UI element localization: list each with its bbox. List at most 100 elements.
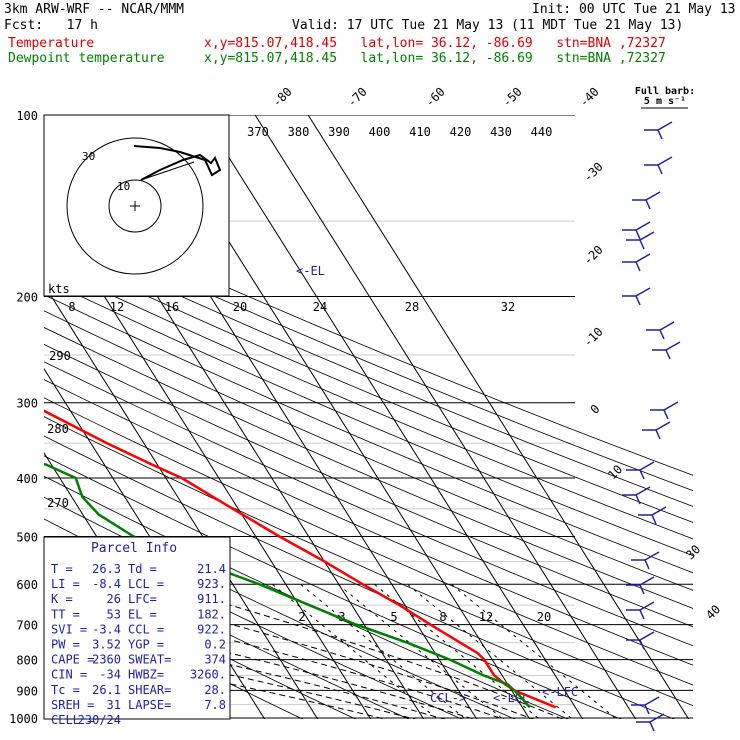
wind-barb-staff	[639, 461, 655, 471]
wind-barb-flag	[645, 199, 651, 210]
mixing-ratio-12	[406, 583, 572, 719]
wind-barb-staff	[639, 601, 655, 611]
dry-adiabat-380	[44, 327, 693, 609]
mixing-ratio-label-8: 8	[439, 610, 446, 624]
theta-label-380: 380	[288, 125, 310, 139]
wind-speed-label-20: 20	[233, 300, 247, 314]
parcel-key-2: HWBZ=	[128, 668, 164, 682]
wind-barb-staff	[659, 321, 675, 331]
parcel-key-1: Tc =	[51, 683, 80, 697]
dry-adiabat-450	[44, 218, 693, 492]
dry-adiabat-420	[44, 263, 693, 540]
ccl-label: CCL->	[430, 691, 466, 705]
parcel-key-1: TT =	[51, 607, 80, 621]
wind-barb	[644, 156, 673, 175]
theta-label-410: 410	[409, 125, 431, 139]
wind-barb-flag	[639, 609, 645, 620]
barb-legend-title: Full barb:	[635, 86, 695, 97]
wind-barb-flag	[665, 349, 671, 360]
moist-adiabat-10	[44, 623, 446, 719]
wind-barb-staff	[645, 191, 661, 201]
parcel-key-2: CCL =	[128, 622, 164, 636]
wind-speed-label-28: 28	[405, 300, 419, 314]
parcel-value-1: 230/24	[78, 713, 121, 727]
forecast-hour: Fcst: 17 h	[4, 18, 98, 33]
wind-barb-flag	[644, 559, 650, 570]
hodograph-units: kts	[48, 282, 70, 296]
pressure-label-1000: 1000	[9, 712, 38, 726]
parcel-key-2: EL =	[128, 607, 157, 621]
isotherm-label-40: 40	[703, 602, 723, 622]
parcel-key-1: LI =	[51, 577, 80, 591]
dry-adiabat-320	[44, 435, 675, 719]
wind-barb-staff	[657, 156, 673, 166]
parcel-value-2: 0.2	[204, 638, 226, 652]
isotherm-label--50: -50	[500, 85, 525, 110]
parcel-value-2: 28.	[204, 683, 226, 697]
parcel-value-1: 26.1	[92, 683, 121, 697]
dry-adiabat-340	[44, 397, 693, 686]
parcel-value-2: 911.	[197, 592, 226, 606]
wind-barb-flag	[655, 429, 661, 440]
hodograph-ring-30	[66, 137, 204, 275]
wind-barb	[644, 121, 673, 140]
wind-barb-flag	[635, 494, 641, 505]
wind-barb	[626, 461, 655, 480]
moist-adiabat-15	[44, 609, 476, 719]
dry-adiabat-430	[44, 247, 693, 523]
parcel-value-2: 374	[204, 653, 226, 667]
legend-temperature-location: x,y=815.07,418.45 lat,lon= 36.12, -86.69…	[204, 36, 666, 51]
wind-barb-staff	[639, 576, 655, 586]
dry-adiabat-460	[44, 204, 693, 476]
wind-speed-label-8: 8	[68, 300, 75, 314]
mixing-ratio-label-12: 12	[479, 610, 493, 624]
wind-barb-staff	[663, 401, 679, 411]
wind-barb-staff	[635, 221, 651, 231]
parcel-key-1: CIN =	[51, 668, 87, 682]
wind-barb-staff	[639, 231, 655, 241]
wind-barb	[626, 576, 655, 595]
wind-barb-staff	[644, 696, 660, 706]
theta-label-440: 440	[531, 125, 553, 139]
parcel-value-1: 53	[107, 607, 121, 621]
hodograph-ring-label-10: 10	[117, 180, 130, 193]
dry-adiabat-310	[44, 455, 622, 719]
lfc-label: <-LFC	[542, 685, 578, 699]
hodograph-ring-10	[108, 179, 162, 233]
wind-barb-flag	[644, 704, 650, 715]
mixing-ratio-2	[271, 583, 437, 719]
parcel-value-1: -34	[99, 668, 121, 682]
wind-barb-staff	[657, 121, 673, 131]
wind-barb-flag	[635, 261, 641, 272]
wind-barb	[622, 221, 651, 240]
parcel-key-1: CELL =	[51, 713, 94, 727]
dry-adiabat-360	[44, 361, 693, 647]
parcel-value-1: 31	[107, 698, 121, 712]
parcel-info-title: Parcel Info	[91, 541, 177, 556]
theta-label-400: 400	[369, 125, 391, 139]
hodograph-ring-label-30: 30	[82, 150, 95, 163]
wind-barb	[622, 253, 651, 272]
dry-adiabat-370	[44, 343, 693, 628]
wind-barb-staff	[644, 551, 660, 561]
model-title: 3km ARW-WRF -- NCAR/MMM	[4, 2, 185, 17]
mixing-ratio-20	[451, 583, 616, 719]
theta-left-label-270: 270	[47, 496, 69, 510]
wind-barb	[636, 713, 665, 732]
parcel-key-2: LAPSE=	[128, 698, 171, 712]
parcel-key-1: CAPE =	[51, 653, 94, 667]
isotherm--20	[44, 283, 319, 719]
wind-barb-flag	[657, 164, 663, 175]
wind-barb-staff	[655, 421, 671, 431]
parcel-key-2: YGP =	[128, 638, 164, 652]
wind-barb	[622, 287, 651, 306]
isotherm-30	[201, 115, 584, 719]
wind-barb	[626, 231, 655, 250]
dry-adiabat-300	[44, 475, 569, 719]
isotherm-label--70: -70	[345, 85, 370, 110]
parcel-key-2: LFC=	[128, 592, 157, 606]
wind-barb	[622, 486, 651, 505]
dry-adiabat-400	[44, 294, 693, 574]
wind-barb-staff	[639, 631, 655, 641]
